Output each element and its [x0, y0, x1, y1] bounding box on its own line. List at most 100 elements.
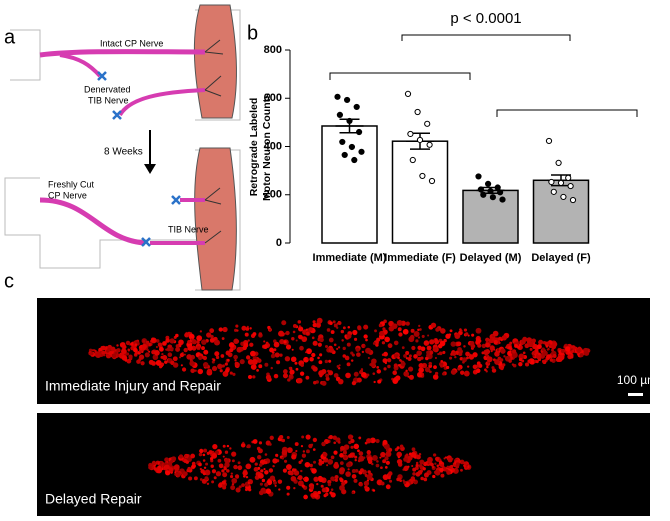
cell — [277, 479, 283, 484]
cell — [462, 360, 465, 364]
cell — [415, 463, 419, 468]
data-point — [414, 108, 421, 116]
cell — [182, 471, 188, 477]
cell — [532, 343, 538, 350]
cell — [555, 357, 561, 363]
cell — [151, 466, 155, 469]
cell — [487, 361, 490, 364]
cell — [166, 347, 171, 352]
cell — [393, 340, 399, 346]
cell — [359, 483, 363, 487]
cell — [432, 465, 435, 469]
cell — [416, 454, 421, 460]
x-tick-label: Delayed (F) — [531, 252, 591, 264]
cell — [169, 460, 174, 464]
data-point — [339, 138, 346, 146]
cell — [289, 471, 294, 476]
cell — [339, 467, 346, 473]
cell — [498, 341, 501, 344]
cell — [419, 459, 425, 465]
cell — [445, 469, 449, 473]
cell — [372, 342, 376, 345]
data-point — [419, 172, 426, 180]
cell — [263, 340, 266, 343]
cell — [300, 469, 303, 473]
cell — [536, 344, 542, 350]
cell — [312, 322, 318, 328]
cell — [332, 320, 336, 324]
cell — [447, 457, 453, 463]
cell — [336, 322, 339, 325]
cell — [440, 473, 445, 478]
cell — [282, 369, 288, 374]
cell — [153, 355, 156, 359]
cell — [313, 380, 317, 385]
cell — [557, 348, 560, 351]
cell — [397, 456, 401, 459]
panel-label: c — [4, 270, 14, 292]
cell — [187, 345, 193, 351]
cell — [208, 450, 213, 455]
cell — [237, 465, 243, 471]
cell — [449, 356, 453, 360]
cell — [94, 352, 97, 355]
cell — [475, 327, 482, 334]
cell — [426, 345, 432, 351]
cell — [337, 346, 341, 349]
cell — [350, 445, 354, 449]
group-bracket — [329, 72, 471, 80]
cell — [302, 450, 306, 453]
group-bracket — [496, 109, 638, 117]
cell — [160, 355, 164, 359]
cell — [240, 442, 246, 448]
cell — [202, 459, 206, 462]
cell — [295, 367, 299, 371]
cell — [559, 354, 565, 360]
cell — [259, 482, 263, 486]
data-point — [489, 194, 496, 201]
cell — [165, 470, 171, 476]
cell — [333, 373, 339, 378]
cell — [151, 460, 157, 466]
cell — [384, 466, 388, 469]
cell — [423, 477, 428, 482]
cell — [481, 351, 485, 355]
cell — [465, 351, 470, 357]
cell — [351, 353, 355, 357]
cell — [355, 347, 360, 352]
cell — [264, 453, 268, 456]
cell — [438, 460, 443, 465]
cell — [248, 375, 253, 380]
cell — [382, 474, 389, 481]
cell — [101, 350, 106, 355]
cell — [220, 354, 225, 358]
cell — [531, 338, 536, 343]
cell — [188, 333, 195, 340]
cell — [101, 345, 106, 351]
cell — [416, 371, 423, 378]
cell — [256, 368, 259, 372]
data-point — [426, 141, 433, 148]
cell — [193, 476, 198, 481]
cell — [370, 361, 376, 368]
cell — [297, 326, 304, 332]
cell — [260, 487, 267, 494]
cell — [244, 488, 248, 492]
cell — [191, 339, 198, 345]
cell — [148, 350, 151, 353]
cell — [397, 363, 401, 367]
cell — [527, 359, 531, 363]
cell — [377, 379, 382, 384]
cell — [287, 378, 291, 382]
cell — [311, 336, 315, 340]
cell — [170, 347, 174, 351]
cell — [141, 351, 144, 354]
data-point — [416, 136, 424, 144]
cell — [222, 472, 228, 478]
cell — [415, 461, 419, 465]
cell — [455, 462, 460, 467]
muscle — [194, 147, 237, 291]
cell — [276, 360, 281, 365]
cell — [148, 359, 154, 365]
cell — [538, 339, 544, 345]
